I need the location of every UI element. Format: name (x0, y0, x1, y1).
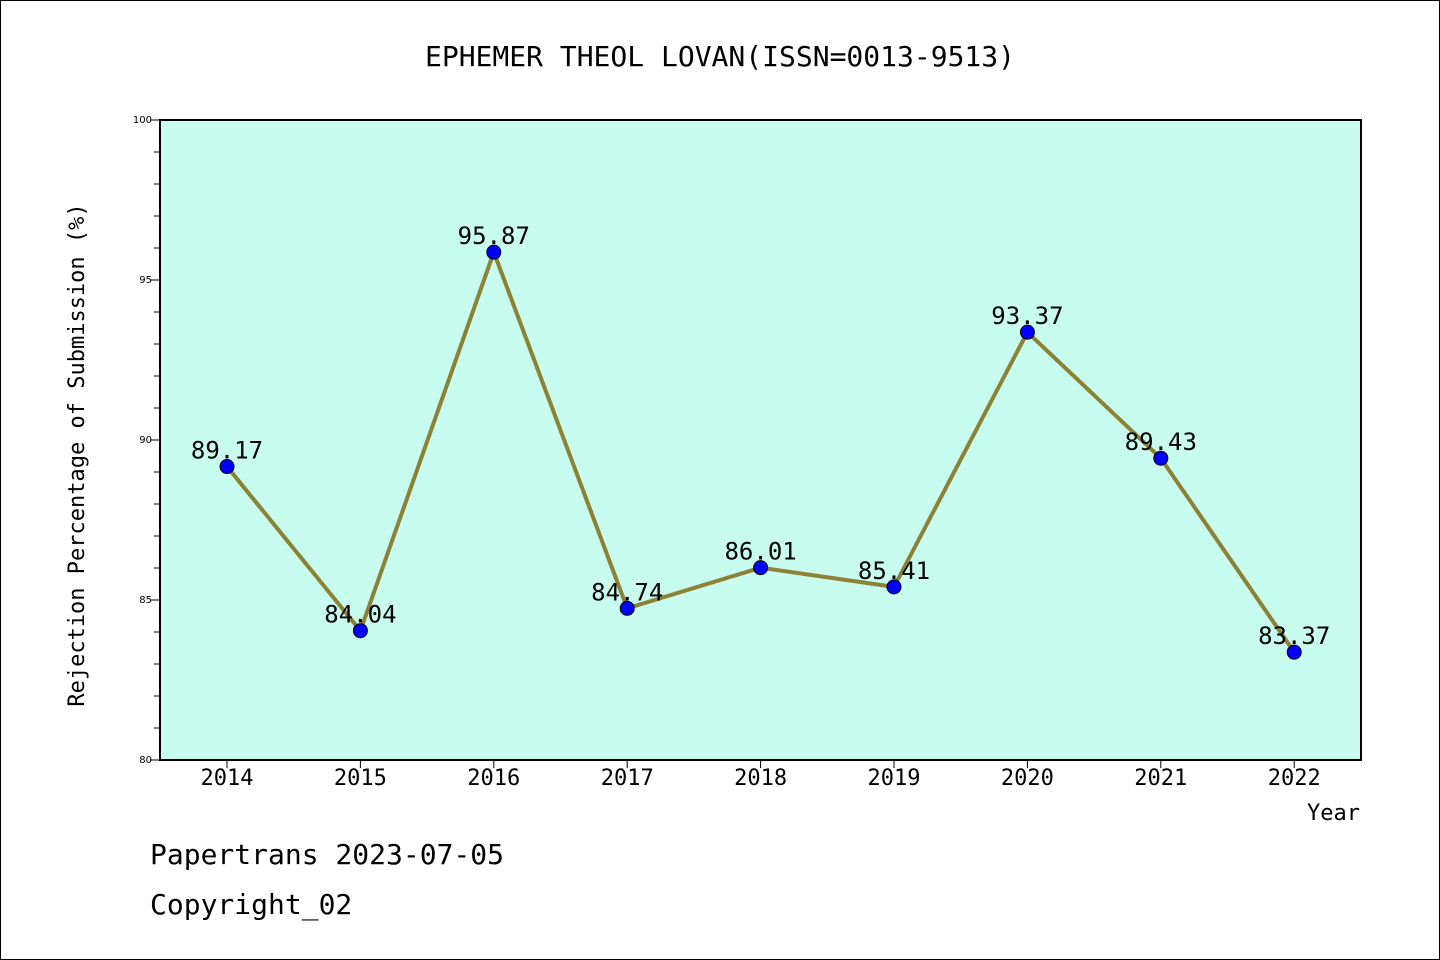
data-point (1153, 450, 1169, 466)
plot-border (159, 119, 1362, 761)
data-point (1019, 324, 1035, 340)
footer-date-text: Papertrans 2023-07-05 (150, 838, 504, 871)
data-point (352, 623, 368, 639)
markers-group (219, 244, 1302, 660)
y-tick-label: 90 (139, 435, 152, 446)
x-axis-ticks: 2014 2015 2016 2017 2018 2019 2020 2021 2022 (201, 760, 1321, 791)
data-label: 84.04 (324, 601, 396, 629)
data-point (219, 459, 235, 475)
y-tick-label: 85 (139, 595, 152, 606)
x-tick-label: 2014 (201, 766, 254, 791)
data-label: 89.17 (191, 437, 263, 465)
y-tick-label: 80 (139, 755, 152, 766)
data-label: 95.87 (458, 222, 530, 250)
y-axis-ticks: 80 85 90 95 100 (133, 115, 160, 766)
x-tick-label: 2021 (1134, 766, 1187, 791)
data-label: 86.01 (724, 538, 796, 566)
data-point (1286, 644, 1302, 660)
chart-title: EPHEMER THEOL LOVAN(ISSN=0013-9513) (425, 40, 1015, 73)
plot-area (160, 120, 1361, 760)
data-point (619, 600, 635, 616)
y-tick-label: 95 (139, 275, 152, 286)
data-point (886, 579, 902, 595)
data-label: 93.37 (991, 302, 1063, 330)
data-label: 83.37 (1258, 622, 1330, 650)
data-point (486, 244, 502, 260)
x-tick-label: 2019 (868, 766, 921, 791)
x-tick-label: 2015 (334, 766, 387, 791)
x-tick-label: 2017 (601, 766, 654, 791)
y-tick-label: 100 (133, 115, 152, 126)
data-point (753, 560, 769, 576)
y-axis-title: Rejection Percentage of Submission (%) (65, 203, 90, 706)
data-label: 85.41 (858, 557, 930, 585)
footer-copyright-text: Copyright_02 (150, 888, 352, 922)
x-axis-title: Year (1307, 801, 1360, 826)
x-tick-label: 2022 (1268, 766, 1321, 791)
x-tick-label: 2016 (467, 766, 520, 791)
data-labels-group: 89.17 84.04 95.87 84.74 86.01 85.41 93.37 89.43… (191, 222, 1330, 650)
data-label: 89.43 (1125, 428, 1197, 456)
x-tick-label: 2018 (734, 766, 787, 791)
x-tick-label: 2020 (1001, 766, 1054, 791)
data-label: 84.74 (591, 578, 663, 606)
